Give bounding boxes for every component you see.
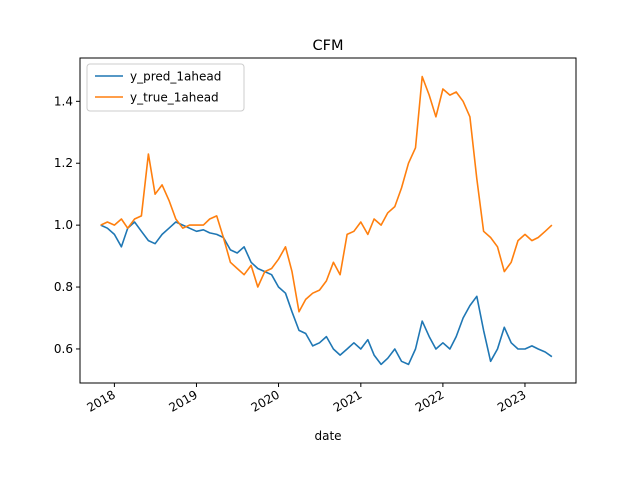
y-tick-label: 0.6 (54, 342, 73, 356)
axes-frame (79, 57, 577, 384)
legend-box (86, 63, 245, 112)
legend-label-y-pred: y_pred_1ahead (130, 70, 221, 84)
legend-label-y-true: y_true_1ahead (130, 91, 219, 105)
y-tick-label: 0.8 (54, 280, 73, 294)
legend: y_pred_1ahead y_true_1ahead (86, 63, 245, 112)
series-line-y_true_1ahead (100, 75, 553, 313)
x-axis-label: date (314, 429, 341, 443)
series-line-y_pred_1ahead (100, 221, 553, 366)
y-axis: 0.6 0.8 1.0 1.2 1.4 (54, 94, 80, 356)
y-tick-label: 1.4 (54, 94, 73, 108)
series-layer (100, 75, 553, 366)
y-tick-label: 1.0 (54, 218, 73, 232)
chart-title: CFM (313, 38, 344, 54)
y-tick-label: 1.2 (54, 156, 73, 170)
